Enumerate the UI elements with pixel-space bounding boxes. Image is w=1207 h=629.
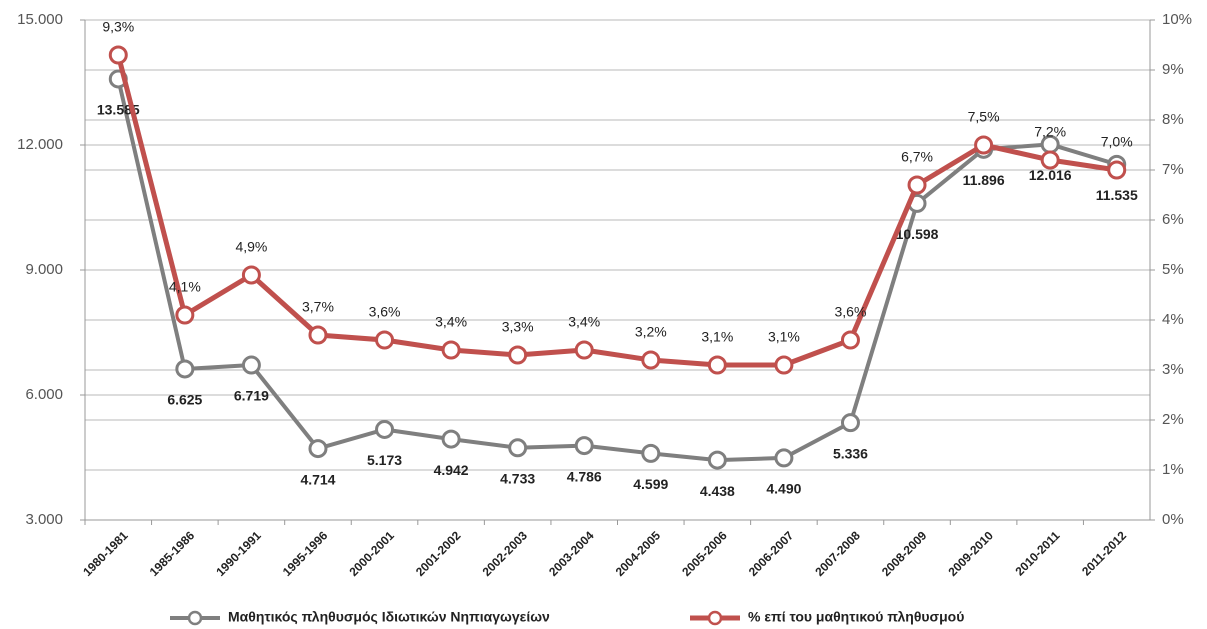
data-label: 12.016 [1029,167,1072,183]
y2-tick-label: 7% [1162,161,1184,178]
point-marker [175,359,195,379]
series-line [116,78,1118,463]
data-label: 11.896 [963,172,1005,188]
legend-marker [707,610,723,626]
data-label: 4,1% [169,279,201,295]
data-label: 10.598 [896,226,939,242]
x-tick-label: 1985-1986 [147,528,198,579]
point-marker [774,355,794,375]
data-label: 4.733 [500,470,535,486]
data-label: 3,4% [568,314,600,330]
point-marker [308,325,328,345]
data-label: 3,3% [502,319,534,335]
legend-label: Μαθητικός πληθυσμός Ιδιωτικών Νηπιαγωγεί… [228,609,550,625]
point-marker [840,413,860,433]
y-tick-label: 12.000 [17,136,63,153]
data-label: 3,1% [768,329,800,345]
point-marker [1040,150,1060,170]
x-tick-label: 2005-2006 [679,528,730,579]
point-marker [241,355,261,375]
data-label: 3,4% [435,314,467,330]
y2-tick-label: 1% [1162,461,1184,478]
x-tick-label: 2004-2005 [613,528,664,579]
data-label: 3,7% [302,299,334,315]
point-marker [574,436,594,456]
x-tick-label: 2003-2004 [546,528,597,579]
point-marker [308,439,328,459]
data-label: 7,0% [1101,134,1133,150]
point-marker [441,429,461,449]
data-label: 7,2% [1034,124,1066,140]
point-marker [574,340,594,360]
point-marker [1107,160,1127,180]
data-label: 4.786 [567,468,602,484]
point-marker [508,438,528,458]
point-marker [840,330,860,350]
y2-tick-label: 0% [1162,511,1184,528]
point-marker [641,350,661,370]
data-label: 4.714 [300,471,335,487]
data-label: 4.438 [700,483,735,499]
data-label: 4.490 [766,481,801,497]
y2-tick-label: 3% [1162,361,1184,378]
data-label: 3,6% [835,304,867,320]
legend-label: % επί του μαθητικού πληθυσμού [748,609,964,625]
data-label: 3,6% [369,304,401,320]
y2-tick-label: 6% [1162,211,1184,228]
point-marker [907,175,927,195]
point-marker [707,450,727,470]
x-tick-label: 2007-2008 [812,528,863,579]
y-tick-label: 9.000 [25,261,63,278]
point-marker [641,443,661,463]
x-tick-label: 1995-1996 [280,528,331,579]
point-marker [175,305,195,325]
x-tick-label: 2002-2003 [480,528,531,579]
point-marker [707,355,727,375]
data-label: 9,3% [102,19,134,35]
data-label: 5.336 [833,445,868,461]
point-marker [108,45,128,65]
data-label: 6.719 [234,388,269,404]
y2-tick-label: 9% [1162,61,1184,78]
x-tick-label: 2001-2002 [413,528,464,579]
legend-marker [187,610,203,626]
data-label: 3,2% [635,324,667,340]
y-tick-label: 3.000 [25,511,63,528]
y2-tick-label: 8% [1162,111,1184,128]
point-marker [441,340,461,360]
data-label: 4,9% [235,239,267,255]
point-marker [774,448,794,468]
x-tick-label: 2008-2009 [879,528,930,579]
data-label: 6,7% [901,149,933,165]
x-tick-label: 1980-1981 [80,528,131,579]
x-tick-label: 1990-1991 [213,528,264,579]
data-label: 3,1% [701,329,733,345]
data-label: 4.599 [633,476,668,492]
y2-tick-label: 2% [1162,411,1184,428]
y-tick-label: 6.000 [25,386,63,403]
y2-tick-label: 4% [1162,311,1184,328]
y2-tick-label: 10% [1162,11,1192,28]
x-tick-label: 2010-2011 [1013,528,1063,578]
point-marker [375,419,395,439]
x-tick-label: 2011-2012 [1079,528,1129,578]
data-label: 5.173 [367,452,402,468]
point-marker [974,135,994,155]
series-line [115,54,1118,368]
x-tick-label: 2000-2001 [346,528,397,579]
y2-tick-label: 5% [1162,261,1184,278]
point-marker [375,330,395,350]
point-marker [241,265,261,285]
data-label: 4.942 [434,462,469,478]
data-label: 11.535 [1096,187,1138,203]
point-marker [508,345,528,365]
x-tick-label: 2009-2010 [945,528,996,579]
y-tick-label: 15.000 [17,11,63,28]
data-label: 6.625 [167,392,202,408]
data-label: 7,5% [968,109,1000,125]
x-tick-label: 2006-2007 [746,528,797,579]
